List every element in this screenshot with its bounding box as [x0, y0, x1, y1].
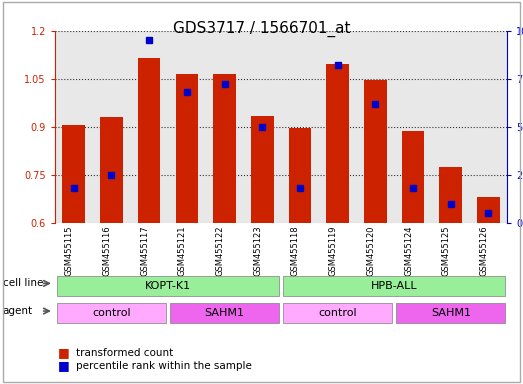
Text: control: control	[92, 308, 131, 318]
Text: control: control	[319, 308, 357, 318]
FancyBboxPatch shape	[283, 276, 505, 296]
Text: ■: ■	[58, 359, 69, 372]
FancyBboxPatch shape	[396, 303, 505, 323]
Bar	[100, 117, 123, 223]
Text: SAHM1: SAHM1	[204, 308, 245, 318]
Text: ■: ■	[58, 346, 69, 359]
Text: HPB-ALL: HPB-ALL	[371, 281, 417, 291]
Text: transformed count: transformed count	[76, 348, 173, 358]
Bar	[289, 128, 311, 223]
Text: GDS3717 / 1566701_at: GDS3717 / 1566701_at	[173, 21, 350, 37]
Text: SAHM1: SAHM1	[431, 308, 471, 318]
Bar	[364, 80, 386, 223]
Text: agent: agent	[3, 306, 33, 316]
Bar	[477, 197, 500, 223]
Bar	[326, 65, 349, 223]
Bar	[62, 125, 85, 223]
FancyBboxPatch shape	[170, 303, 279, 323]
FancyBboxPatch shape	[283, 303, 392, 323]
FancyBboxPatch shape	[57, 303, 166, 323]
Text: KOPT-K1: KOPT-K1	[145, 281, 191, 291]
FancyBboxPatch shape	[57, 276, 279, 296]
Bar	[402, 131, 424, 223]
Text: percentile rank within the sample: percentile rank within the sample	[76, 361, 252, 371]
Bar	[251, 116, 274, 223]
Bar	[176, 74, 198, 223]
Text: cell line: cell line	[3, 278, 43, 288]
Bar	[213, 74, 236, 223]
Bar	[138, 58, 161, 223]
Bar	[439, 167, 462, 223]
